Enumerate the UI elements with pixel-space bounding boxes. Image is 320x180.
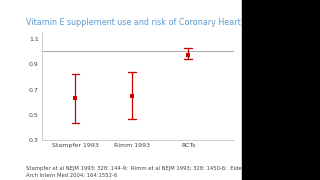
- Text: Stampfer et al NEJM 1993; 328: 144-9;  Rimm et al NEJM 1993; 328: 1450-6;  Eidel: Stampfer et al NEJM 1993; 328: 144-9; Ri…: [26, 166, 268, 178]
- Text: Vitamin E supplement use and risk of Coronary Heart Disease: Vitamin E supplement use and risk of Cor…: [26, 18, 275, 27]
